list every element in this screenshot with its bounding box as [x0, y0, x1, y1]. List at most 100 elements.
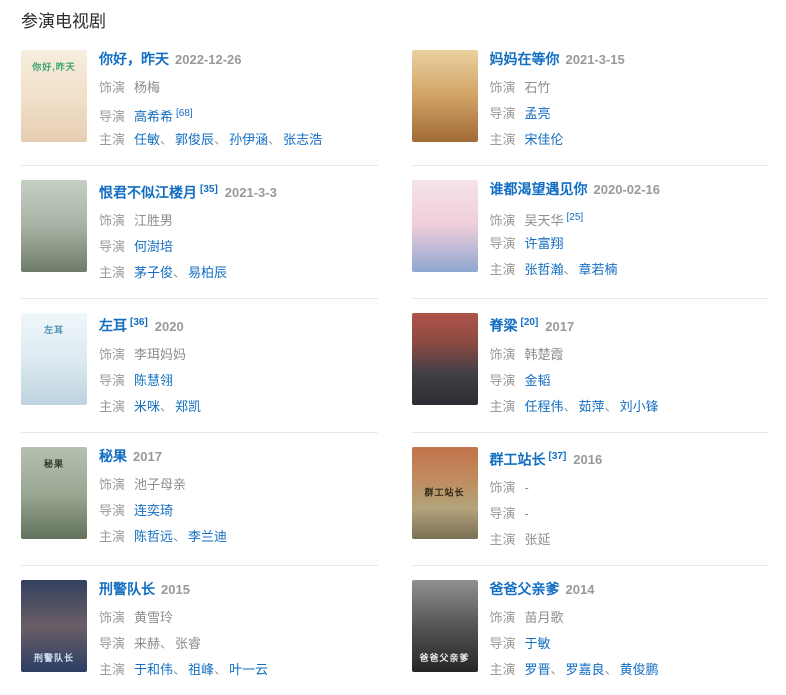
name-separator: 、 [173, 661, 187, 677]
name-separator: 、 [160, 635, 174, 651]
reference-link[interactable]: [37] [548, 450, 567, 462]
drama-poster[interactable] [411, 313, 478, 406]
reference-link[interactable]: [68] [176, 108, 193, 119]
section-title: 参演电视剧 [21, 12, 106, 31]
drama-title-link[interactable]: 刑警队长 [99, 580, 155, 597]
person-link[interactable]: 茹萍 [578, 398, 605, 414]
person-link[interactable]: 茅子俊 [134, 265, 174, 281]
drama-info: 妈妈在等你 2021-3-15 饰演 石竹 导演 孟亮 主演 宋佳伦 [490, 50, 769, 153]
release-date: 2021-3-15 [565, 52, 625, 67]
person-link[interactable]: 罗嘉良 [565, 661, 605, 677]
drama-title-link[interactable]: 恨君不似江楼月 [99, 184, 197, 201]
role-value: 江胜男 [134, 213, 173, 228]
person-link[interactable]: 陈慧翎 [134, 372, 174, 388]
person-link[interactable]: 于敏 [524, 635, 551, 651]
person-link[interactable]: 易柏辰 [188, 265, 228, 281]
name-separator: 、 [268, 132, 282, 147]
reference-link[interactable]: [35] [200, 184, 218, 195]
director-value: 孟亮 [525, 106, 551, 121]
role-label: 饰演 [99, 80, 126, 95]
cast-label: 主演 [489, 531, 516, 547]
person-link[interactable]: 罗晋 [524, 661, 551, 677]
name-separator: 、 [550, 661, 564, 677]
drama-title-link[interactable]: 妈妈在等你 [489, 51, 560, 67]
drama-poster[interactable]: 秘果 [21, 446, 87, 539]
drama-poster[interactable]: 群工站长 [411, 446, 478, 539]
cast-value: 茅子俊、 易柏辰 [134, 265, 227, 280]
person-link[interactable]: 高希希 [134, 109, 174, 125]
release-date: 2021-3-3 [224, 185, 277, 201]
person-text: 张延 [524, 531, 551, 547]
person-link[interactable]: 任敏 [134, 132, 161, 147]
director-label: 导演 [489, 505, 516, 521]
drama-entry: 左耳 左耳 [36] 2020 饰演 李珥妈妈 导演 陈慧翎 主演 米咪、 郑凯 [21, 299, 378, 433]
drama-title-link[interactable]: 秘果 [99, 447, 127, 464]
drama-title-link[interactable]: 群工站长 [489, 450, 546, 467]
drama-entry: 你好,昨天 你好，昨天 2022-12-26 饰演 杨梅 导演 高希希 [68] 主演任… [21, 36, 378, 166]
person-link[interactable]: 黄俊鹏 [619, 661, 659, 677]
person-link[interactable]: 孙伊涵 [229, 132, 269, 147]
person-link[interactable]: 米咪 [134, 398, 161, 414]
cast-line: 主演 张延 [490, 527, 769, 553]
director-value: 连奕琦 [134, 503, 173, 518]
cast-label: 主演 [99, 661, 126, 677]
drama-grid: 你好,昨天 你好，昨天 2022-12-26 饰演 杨梅 导演 高希希 [68] 主演任… [21, 36, 768, 695]
release-date: 2015 [161, 581, 190, 597]
person-link[interactable]: 李兰迪 [188, 528, 228, 544]
drama-title-link[interactable]: 你好，昨天 [99, 51, 169, 67]
drama-title-line: 谁都渴望遇见你 2020-02-16 [490, 180, 769, 199]
drama-entry: 爸爸父亲爹 爸爸父亲爹 2014 饰演 苗月歌 导演 于敏 主演 罗晋、 罗嘉良、 黄俊鹏 [411, 566, 769, 695]
person-link[interactable]: 许富翔 [524, 236, 564, 251]
poster-title-text: 刑警队长 [33, 652, 74, 663]
role-value: 黄雪玲 [134, 610, 173, 625]
person-link[interactable]: 张志浩 [283, 132, 323, 147]
person-link[interactable]: 任程伟 [524, 398, 564, 414]
drama-poster[interactable]: 左耳 [21, 313, 87, 406]
cast-line: 主演 任敏、 郭俊辰、 孙伊涵、 张志浩 [99, 127, 378, 153]
cast-value: 宋佳伦 [525, 132, 564, 147]
drama-poster[interactable]: 刑警队长 [21, 579, 87, 672]
role-line: 饰演 池子母亲 [99, 472, 378, 498]
name-separator: 、 [160, 398, 174, 414]
person-link[interactable]: 宋佳伦 [524, 132, 564, 147]
role-label: 饰演 [489, 80, 516, 95]
person-link[interactable]: 于和伟 [134, 661, 174, 677]
name-separator: 、 [214, 661, 228, 677]
drama-poster[interactable] [411, 50, 478, 142]
reference-link[interactable]: [20] [520, 317, 539, 329]
drama-poster[interactable]: 爸爸父亲爹 [411, 579, 478, 672]
reference-link[interactable]: [25] [566, 212, 584, 223]
name-separator: 、 [604, 398, 618, 414]
person-link[interactable]: 郭俊辰 [175, 132, 215, 147]
reference-link[interactable]: [36] [130, 317, 148, 329]
person-text: 李珥妈妈 [134, 346, 187, 362]
person-text: 石竹 [524, 80, 551, 95]
person-link[interactable]: 祖峰 [188, 661, 215, 677]
person-link[interactable]: 刘小锋 [619, 398, 659, 414]
drama-entry: 脊梁 [20] 2017 饰演 韩楚霞 导演 金韬 主演 任程伟、 茹萍、 刘小锋 [411, 299, 768, 433]
person-link[interactable]: 金韬 [524, 372, 551, 388]
drama-poster[interactable] [21, 180, 87, 272]
drama-title-link[interactable]: 爸爸父亲爹 [489, 580, 560, 597]
poster-title-text: 秘果 [43, 458, 64, 469]
director-label: 导演 [489, 372, 516, 388]
person-link[interactable]: 张哲瀚 [524, 262, 564, 277]
name-separator: 、 [563, 262, 577, 277]
release-date: 2022-12-26 [175, 52, 242, 67]
name-separator: 、 [160, 132, 174, 147]
drama-title-link[interactable]: 脊梁 [489, 317, 518, 334]
drama-title-link[interactable]: 左耳 [99, 317, 127, 334]
drama-poster[interactable] [411, 180, 478, 272]
person-link[interactable]: 连奕琦 [134, 502, 174, 518]
person-link[interactable]: 何澍培 [134, 239, 174, 255]
director-line: 导演 - [490, 501, 769, 527]
drama-title-link[interactable]: 谁都渴望遇见你 [489, 181, 588, 197]
person-link[interactable]: 陈哲远 [134, 528, 174, 544]
director-value: 陈慧翎 [134, 373, 173, 388]
poster-title-text: 群工站长 [424, 487, 465, 498]
drama-poster[interactable]: 你好,昨天 [21, 50, 87, 142]
person-link[interactable]: 孟亮 [524, 106, 551, 121]
person-link[interactable]: 叶一云 [229, 661, 269, 677]
person-link[interactable]: 章若楠 [578, 262, 618, 277]
person-link[interactable]: 郑凯 [175, 398, 202, 414]
